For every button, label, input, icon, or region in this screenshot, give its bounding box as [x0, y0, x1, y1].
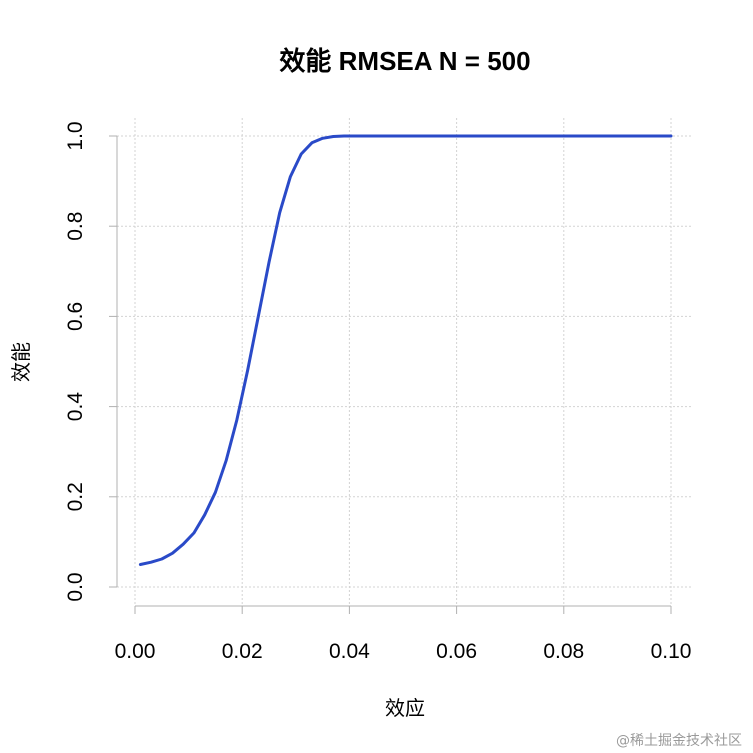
x-tick-label: 0.10	[651, 640, 692, 663]
grid-lines	[117, 118, 692, 606]
watermark: @稀土掘金技术社区	[616, 733, 742, 749]
chart-title: 效能 RMSEA N = 500	[279, 46, 530, 76]
y-axis-label: 效能	[9, 342, 33, 382]
x-tick-label: 0.08	[543, 640, 584, 663]
x-tick-label: 0.04	[329, 640, 370, 663]
y-tick-label: 0.0	[64, 572, 87, 601]
axes: 0.00 0.02 0.04 0.06 0.08 0.10 0.0 0.2 0.4 0.6 0.8 1…	[64, 121, 691, 663]
x-tick-label: 0.00	[115, 640, 156, 663]
x-tick-label: 0.06	[436, 640, 477, 663]
x-axis-label: 效应	[385, 696, 425, 720]
y-tick-label: 1.0	[64, 121, 87, 150]
y-tick-label: 0.4	[64, 392, 87, 422]
y-tick-label: 0.6	[64, 302, 87, 331]
series-group	[138, 134, 673, 566]
series-line	[138, 134, 673, 566]
y-tick-label: 0.2	[64, 482, 87, 511]
x-tick-label: 0.02	[222, 640, 263, 663]
y-tick-label: 0.8	[64, 212, 87, 241]
